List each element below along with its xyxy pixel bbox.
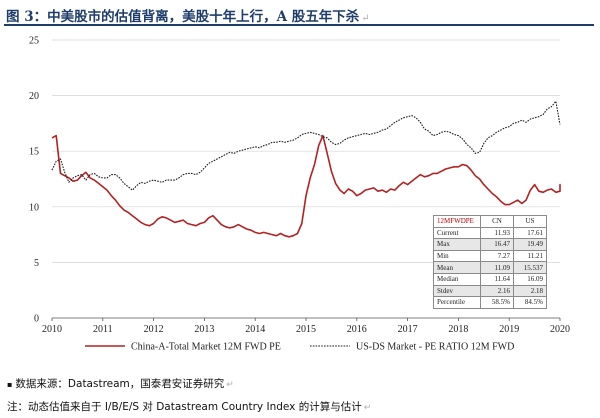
y-tick-label: 15 [29, 147, 39, 158]
source-text: 数据来源：Datastream，国泰君安证券研究 [15, 378, 225, 390]
statistics-table-header: 12MFWDPE CN US [433, 215, 547, 228]
table-cell: 11.09 [480, 261, 514, 274]
table-cell: 19.49 [513, 238, 547, 251]
table-row: Max 16.47 19.49 [433, 238, 547, 251]
y-tick-label: 25 [29, 36, 39, 47]
table-row: Mean 11.09 15.537 [433, 261, 547, 274]
table-row-label: Median [433, 272, 481, 286]
table-row: Current 11.93 17.61 [433, 226, 547, 240]
statistics-table-body: Current 11.93 17.61 Max 16.47 19.49 Min 7.27 11.… [433, 226, 547, 309]
paragraph-mark-icon: ↵ [361, 13, 370, 24]
x-tick-label: 2010 [42, 324, 62, 335]
series-lines [51, 100, 561, 238]
table-header-us: US [513, 215, 547, 228]
title-underline [4, 24, 594, 26]
table-cell: 84.5% [513, 296, 547, 309]
x-tick-label: 2019 [499, 324, 519, 335]
footnote: 注：动态估值来自于 I/B/E/S 对 Datastream Country I… [7, 399, 371, 414]
china-pe-line [51, 134, 561, 238]
tick-labels: 0 5 10 15 20 25 2010 2011 2012 2013 2014 2015 2016 20… [29, 36, 570, 336]
table-row: Min 7.27 11.21 [433, 249, 547, 263]
table-row-label: Mean [433, 261, 481, 274]
table-row-label: Current [433, 226, 481, 240]
x-tick-label: 2020 [550, 324, 570, 335]
table-cell: 2.16 [480, 284, 514, 298]
pe-ratio-chart: 0 5 10 15 20 25 2010 2011 2012 2013 2014 2015 2016 20… [29, 36, 570, 353]
table-cell: 17.61 [513, 226, 547, 240]
source-note: ▪ 数据来源：Datastream，国泰君安证券研究 ↵ [7, 376, 234, 391]
table-cell: 2.18 [513, 284, 547, 298]
table-header-label: 12MFWDPE [433, 215, 481, 228]
x-tick-label: 2011 [93, 324, 113, 335]
x-tick-label: 2016 [347, 324, 367, 335]
table-cell: 7.27 [480, 249, 514, 263]
y-tick-label: 5 [34, 258, 39, 269]
x-tick-label: 2017 [398, 324, 418, 335]
paragraph-mark-icon: ↵ [363, 403, 372, 413]
table-header-cn: CN [480, 215, 514, 228]
legend-label-us: US-DS Market - PE RATIO 12M FWD [356, 342, 514, 353]
table-row-label: Stdev [433, 284, 481, 298]
bullet-icon: ▪ [7, 380, 13, 389]
x-tick-label: 2015 [296, 324, 316, 335]
table-row-label: Max [433, 238, 481, 251]
table-row: Stdev 2.16 2.18 [433, 284, 547, 298]
paragraph-mark-icon: ↵ [226, 380, 234, 390]
y-tick-label: 10 [29, 202, 39, 213]
legend: China-A-Total Market 12M FWD PE US-DS Mar… [85, 342, 514, 353]
footnote-text: 注：动态估值来自于 I/B/E/S 对 Datastream Country I… [7, 401, 362, 413]
table-row: Median 11.64 16.09 [433, 272, 547, 286]
x-tick-label: 2014 [245, 324, 265, 335]
table-row-label: Min [433, 249, 481, 263]
table-row: Percentile 58.5% 84.5% [433, 296, 547, 309]
table-cell: 11.93 [480, 226, 514, 240]
table-row-label: Percentile [433, 296, 481, 309]
statistics-table: 12MFWDPE CN US Current 11.93 17.61 Max 16.47 19… [433, 215, 547, 309]
axes [51, 317, 561, 321]
y-tick-label: 0 [34, 314, 39, 325]
table-cell: 16.09 [513, 272, 547, 286]
legend-label-china: China-A-Total Market 12M FWD PE [131, 342, 281, 353]
table-cell: 11.21 [513, 249, 547, 263]
y-tick-label: 20 [29, 91, 39, 102]
table-cell: 15.537 [513, 261, 547, 274]
x-tick-label: 2012 [144, 324, 164, 335]
figure-title-text: 图 3：中美股市的估值背离，美股十年上行，A 股五年下杀 [6, 9, 360, 25]
us-pe-line [51, 100, 561, 191]
table-cell: 58.5% [480, 296, 514, 309]
table-cell: 11.64 [480, 272, 514, 286]
x-tick-label: 2018 [448, 324, 468, 335]
table-cell: 16.47 [480, 238, 514, 251]
figure-title: 图 3：中美股市的估值背离，美股十年上行，A 股五年下杀 ↵ [6, 5, 370, 25]
x-tick-label: 2013 [194, 324, 214, 335]
